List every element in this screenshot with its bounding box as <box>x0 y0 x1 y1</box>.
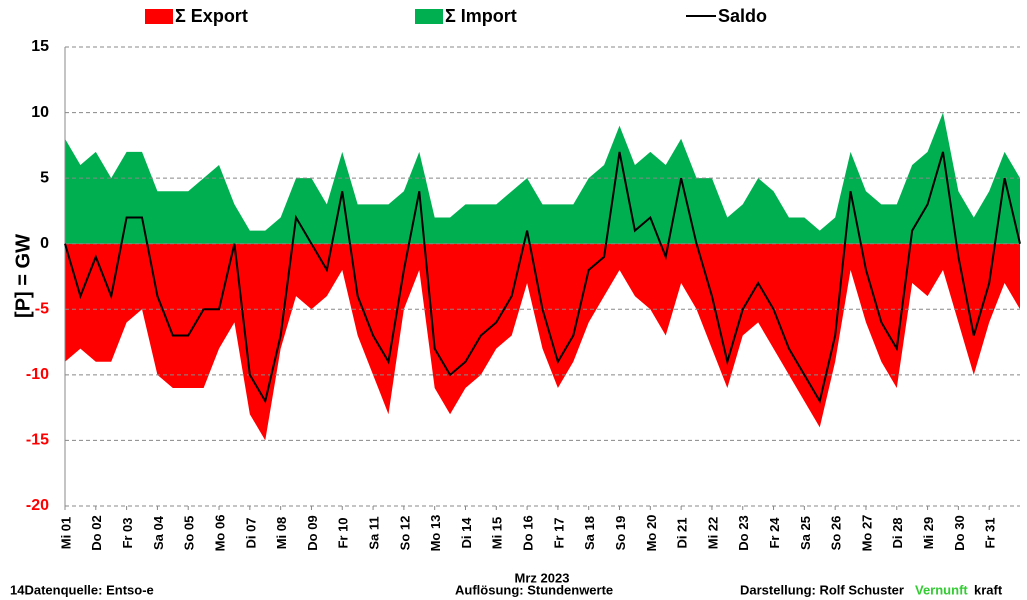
x-tick-label: Mi 22 <box>705 517 720 550</box>
saldo-line <box>64 151 1021 404</box>
legend-label: Σ Export <box>175 6 248 26</box>
x-tick-label: Di 14 <box>459 517 474 549</box>
x-tick-label: So 26 <box>829 516 844 551</box>
x-tick-label: Mi 15 <box>490 517 505 550</box>
x-tick-label: Sa 25 <box>798 516 813 550</box>
x-tick-label: Do 09 <box>305 515 320 550</box>
x-tick-label: Do 23 <box>736 515 751 550</box>
x-tick-label: Di 28 <box>890 517 905 548</box>
y-tick-label: 0 <box>40 235 49 252</box>
area <box>65 243 1020 441</box>
x-tick-label: So 12 <box>397 516 412 551</box>
x-tick-label: Fr 24 <box>767 517 782 549</box>
x-tick-label: Sa 04 <box>151 515 166 550</box>
x-tick-label: Mo 27 <box>859 515 874 552</box>
x-tick-label: Do 02 <box>89 515 104 550</box>
x-tick-label: Mo 06 <box>212 515 227 552</box>
x-tick-label: Fr 03 <box>120 517 135 548</box>
y-tick-label: -10 <box>26 366 49 383</box>
x-tick-label: Do 16 <box>521 515 536 550</box>
x-tick-label: Fr 10 <box>336 517 351 548</box>
legend-swatch <box>415 9 443 24</box>
x-tick-label: Mo 13 <box>428 515 443 552</box>
y-axis-label: [P] = GW <box>12 234 34 318</box>
x-tick-label: Di 07 <box>243 517 258 548</box>
x-tick-label: Mi 01 <box>58 517 73 550</box>
x-tick-label: Fr 31 <box>983 517 998 548</box>
x-axis-label: Mrz 2023 <box>515 570 570 585</box>
x-tick-label: Sa 11 <box>367 516 382 549</box>
y-tick-label: -5 <box>35 301 49 318</box>
legend-swatch <box>145 9 173 24</box>
y-tick-label: 5 <box>40 169 49 186</box>
footer-author: Darstellung: Rolf Schuster <box>740 582 904 597</box>
footer-brand: kraft <box>974 582 1003 597</box>
y-tick-label: 10 <box>31 104 49 121</box>
x-tick-label: Mi 29 <box>921 517 936 550</box>
x-tick-label: Di 21 <box>675 517 690 548</box>
legend-label: Saldo <box>718 6 767 26</box>
x-tick-label: Sa 18 <box>582 516 597 550</box>
x-tick-label: So 05 <box>182 516 197 551</box>
footer-resolution: Auflösung: Stundenwerte <box>455 582 613 597</box>
x-tick-label: Fr 17 <box>551 517 566 548</box>
area <box>65 112 1020 244</box>
y-tick-label: -15 <box>26 432 49 449</box>
y-tick-label: 15 <box>31 38 49 55</box>
x-tick-label: Do 30 <box>952 515 967 550</box>
legend-label: Σ Import <box>445 6 517 26</box>
x-tick-label: So 19 <box>613 516 628 551</box>
y-tick-label: -20 <box>26 497 49 514</box>
footer-source: 14Datenquelle: Entso-e <box>10 582 154 597</box>
x-tick-label: Mi 08 <box>274 517 289 550</box>
footer-brand: Vernunft <box>915 582 968 597</box>
x-tick-label: Mo 20 <box>644 515 659 552</box>
